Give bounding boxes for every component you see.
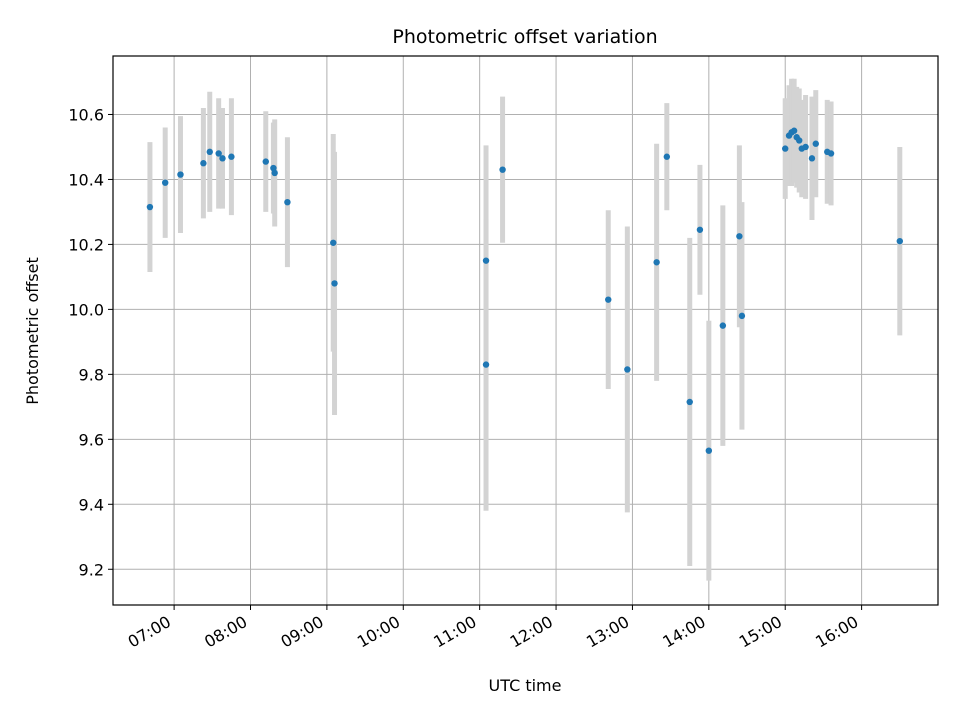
data-point	[270, 164, 277, 172]
y-tick-label: 10.6	[68, 105, 104, 124]
data-point	[827, 150, 835, 157]
data-point	[284, 198, 291, 206]
data-point	[802, 143, 809, 151]
data-point	[653, 259, 660, 266]
data-point	[331, 280, 338, 287]
data-point	[796, 137, 803, 144]
data-point	[499, 166, 506, 173]
y-axis: 9.2 9.4 9.6 9.8 10.0 10.2 10.4 10.6	[68, 105, 113, 579]
data-point	[896, 237, 904, 245]
data-point	[228, 153, 235, 160]
data-point	[790, 127, 798, 134]
y-tick-label: 9.6	[79, 430, 104, 449]
data-point	[782, 145, 789, 152]
data-point	[330, 239, 337, 246]
chart-title: Photometric offset variation	[392, 26, 657, 48]
y-tick-label: 9.2	[79, 560, 104, 579]
y-tick-label: 10.2	[68, 235, 104, 254]
y-tick-label: 9.4	[79, 495, 104, 514]
data-point	[262, 158, 269, 165]
data-point	[605, 296, 612, 303]
data-point	[719, 322, 727, 329]
y-tick-label: 9.8	[79, 365, 104, 384]
data-point	[696, 226, 704, 233]
y-tick-label: 10.0	[68, 300, 104, 319]
y-tick-label: 10.4	[68, 170, 104, 189]
data-point	[219, 155, 226, 162]
data-points	[146, 127, 904, 454]
data-point	[271, 169, 278, 177]
plot-frame	[112, 55, 939, 606]
data-point	[177, 171, 184, 178]
data-point	[738, 312, 746, 320]
data-point	[482, 257, 490, 264]
y-axis-title: Photometric offset	[23, 257, 42, 405]
data-point	[146, 203, 154, 211]
data-point	[812, 140, 819, 147]
data-point	[206, 148, 213, 156]
data-point	[482, 361, 490, 368]
data-point	[736, 233, 743, 240]
data-point	[705, 447, 713, 454]
data-point	[808, 155, 816, 162]
x-axis-title: UTC time	[489, 676, 562, 695]
data-point	[200, 160, 207, 167]
data-point	[663, 153, 671, 160]
data-point	[215, 150, 222, 157]
data-point	[624, 366, 631, 373]
data-point	[686, 398, 693, 406]
data-point	[161, 179, 169, 186]
